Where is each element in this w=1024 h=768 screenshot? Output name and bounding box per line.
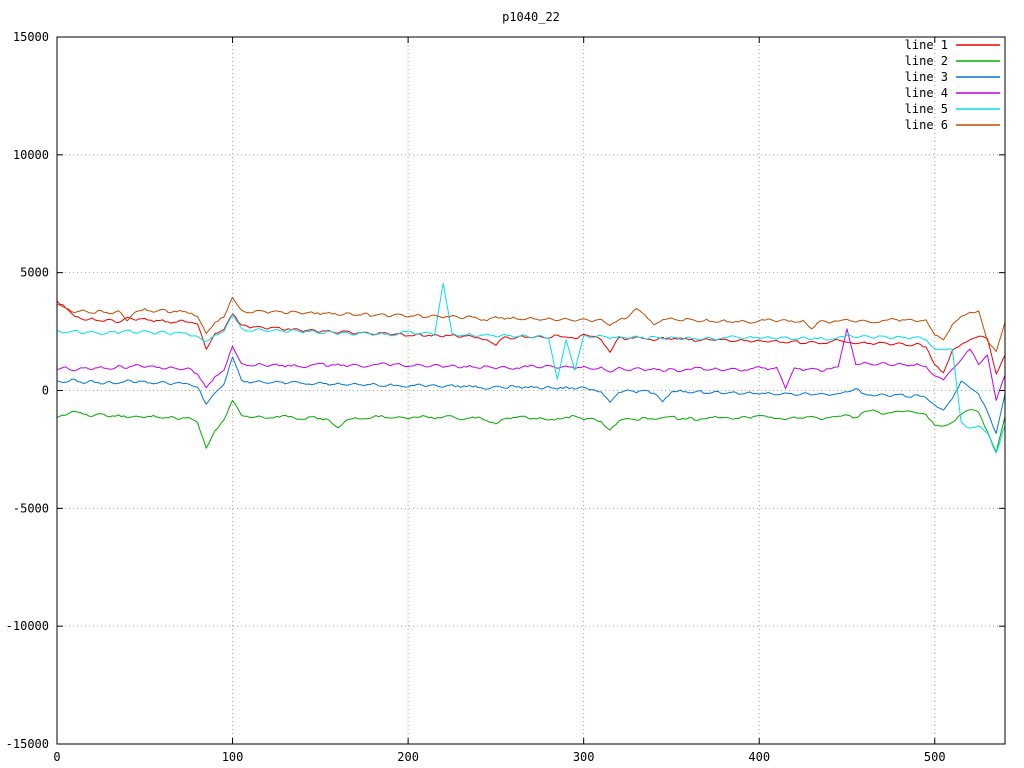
x-tick-label: 400 [748,750,770,764]
x-tick-label: 100 [222,750,244,764]
series-line-3 [56,356,1006,434]
x-tick-label: 200 [397,750,419,764]
series-line-6 [56,296,1006,353]
legend-label-line-2: line 2 [905,54,948,68]
legend-label-line-3: line 3 [905,70,948,84]
plot-border [56,36,1006,745]
y-tick-label: -10000 [6,619,49,633]
series-line-4 [56,328,1006,401]
y-tick-label: 5000 [20,266,49,280]
series-line-5 [56,282,1006,454]
legend-label-line-6: line 6 [905,118,948,132]
x-tick-label: 0 [53,750,60,764]
series-lines [56,282,1006,454]
y-tick-label: -15000 [6,737,49,751]
legend-label-line-5: line 5 [905,102,948,116]
legend-label-line-4: line 4 [905,86,948,100]
legend: line 1 line 2 line 3 line 4 line 5 line 6 [905,38,1000,132]
x-tick-label: 300 [573,750,595,764]
y-tick-label: 0 [42,384,49,398]
y-tick-label: -5000 [13,501,49,515]
y-tick-label: 10000 [13,148,49,162]
chart-title: p1040_22 [502,10,560,24]
legend-label-line-1: line 1 [905,38,948,52]
axes: 0 100 200 300 400 500 -15000 -10000 -5000 0 5000 10… [6,30,1005,764]
y-tick-label: 15000 [13,30,49,44]
x-tick-label: 500 [924,750,946,764]
series-line-2 [56,399,1006,453]
